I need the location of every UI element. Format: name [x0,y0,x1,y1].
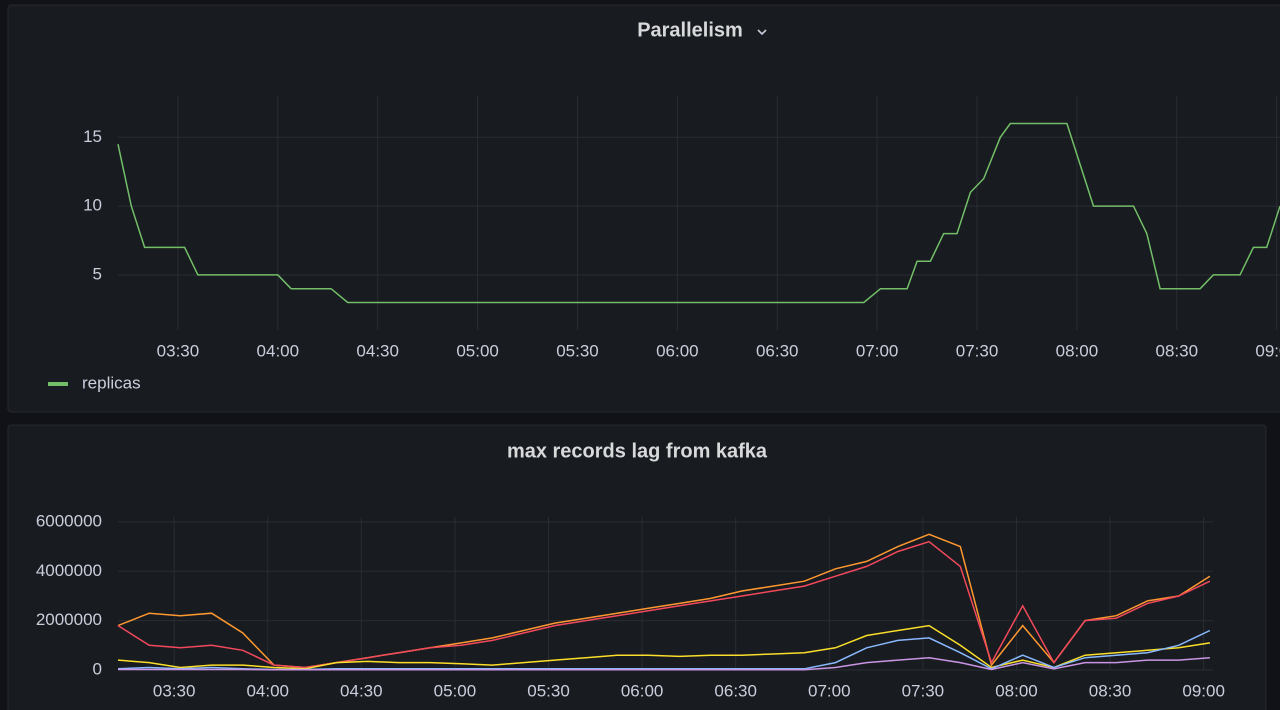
x-tick-label: 04:00 [246,681,289,700]
x-tick-label: 06:30 [714,681,757,700]
x-tick-label: 07:30 [902,681,945,700]
y-tick-label: 5 [93,264,102,283]
chevron-icon[interactable] [757,29,767,36]
x-tick-label: 03:30 [153,681,196,700]
x-tick-label: 07:00 [808,681,851,700]
panel [7,424,1267,710]
x-tick-label: 08:30 [1089,681,1132,700]
x-tick-label: 04:00 [257,341,300,360]
legend-label: replicas [82,373,141,392]
x-tick-label: 06:00 [621,681,664,700]
panel [7,4,1280,413]
x-tick-label: 05:30 [527,681,570,700]
panel-title: max records lag from kafka [507,440,768,462]
y-tick-label: 4000000 [36,561,102,580]
legend-swatch [48,382,68,386]
x-tick-label: 08:00 [995,681,1038,700]
y-tick-label: 10 [83,196,102,215]
y-tick-label: 2000000 [36,610,102,629]
series-line [117,624,1211,670]
series-line [117,122,1280,304]
x-tick-label: 09:00 [1182,681,1225,700]
x-tick-label: 04:30 [340,681,383,700]
x-tick-label: 07:30 [956,341,999,360]
series-line [117,540,1211,669]
x-tick-label: 08:00 [1056,341,1099,360]
x-tick-label: 07:00 [856,341,899,360]
x-tick-label: 05:00 [434,681,477,700]
x-tick-label: 04:30 [356,341,399,360]
plots: 5 10 15 03:30 04:00 04:30 05:00 05:30 06:00 06:30… [36,96,1280,700]
x-tick-label: 05:00 [456,341,499,360]
y-tick-label: 15 [83,127,102,146]
x-tick-label: 09:00 [1255,341,1280,360]
series-line [118,656,1210,671]
x-tick-label: 03:30 [157,341,200,360]
y-tick-label: 0 [93,659,102,678]
x-tick-label: 06:00 [656,341,699,360]
x-tick-label: 05:30 [556,341,599,360]
y-tick-label: 6000000 [36,511,102,530]
x-tick-label: 06:30 [756,341,799,360]
panel-title[interactable]: Parallelism [637,19,743,41]
x-tick-label: 08:30 [1156,341,1199,360]
